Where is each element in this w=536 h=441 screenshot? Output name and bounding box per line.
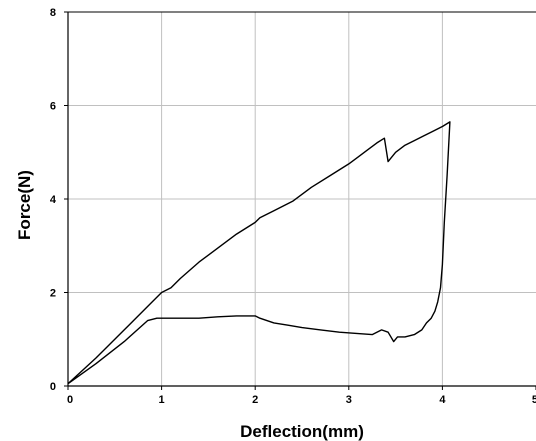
x-tick-label: 5: [532, 394, 536, 406]
grid: [68, 12, 536, 386]
series-line: [67, 121, 451, 385]
axes: [64, 11, 536, 390]
x-tick-label: 3: [346, 394, 352, 406]
y-tick-label: 0: [50, 381, 56, 393]
x-tick-label: 0: [67, 394, 73, 406]
y-tick-label: 6: [50, 101, 56, 113]
series-layer: [67, 121, 451, 385]
x-tick-label: 4: [439, 394, 446, 406]
x-tick-label: 1: [159, 394, 165, 406]
x-axis-title: Deflection(mm): [240, 422, 364, 441]
tick-labels: 0 1 2 3 4 5 0 2 4 6 8: [50, 7, 536, 406]
y-axis-title: Force(N): [15, 170, 34, 240]
y-tick-label: 2: [50, 288, 56, 300]
x-tick-label: 2: [252, 394, 258, 406]
y-tick-label: 4: [50, 194, 57, 206]
y-tick-label: 8: [50, 7, 56, 19]
